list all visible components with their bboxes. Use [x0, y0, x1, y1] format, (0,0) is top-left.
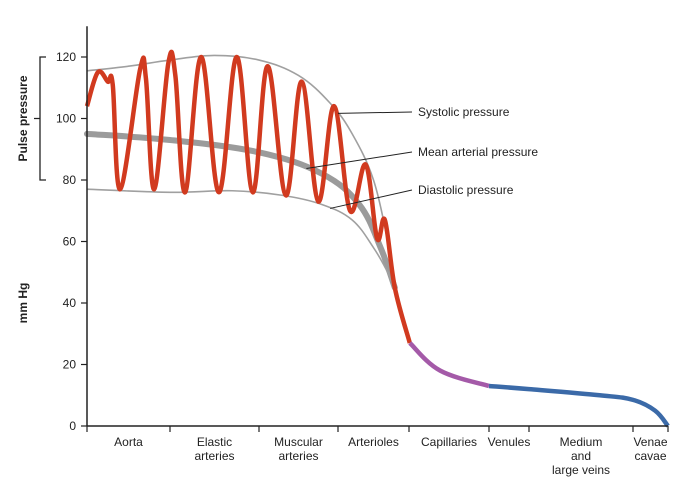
- y-tick-label: 20: [63, 358, 77, 372]
- x-category-label: Elastic arteries: [194, 435, 234, 463]
- y-tick-label: 60: [63, 235, 77, 249]
- annotation-mean: Mean arterial pressure: [418, 145, 538, 159]
- x-category-label: Venules: [488, 435, 531, 449]
- labels: mm Hg Pulse pressure Systolic pressure Mean…: [16, 56, 538, 324]
- diastolic-pressure-line: [86, 188, 396, 288]
- pulse-pressure-bracket: [34, 56, 46, 181]
- y-tick-label: 120: [56, 50, 76, 64]
- annotation-diastolic: Diastolic pressure: [418, 183, 514, 197]
- y-tick-label: 0: [69, 419, 76, 433]
- y-tick-label: 40: [63, 296, 77, 310]
- annotation-leader-line: [306, 151, 413, 169]
- x-category-label: Arterioles: [348, 435, 399, 449]
- venous-pressure-curve: [488, 383, 670, 428]
- capillary-pressure-curve: [408, 341, 490, 389]
- y-tick-label: 100: [56, 112, 76, 126]
- x-category-label: Aorta: [114, 435, 143, 449]
- pulse-pressure-label: Pulse pressure: [16, 75, 30, 161]
- axes: 0 20 40 60 80 100 120 Aorta Elastic arteries Muscu…: [56, 26, 669, 477]
- y-tick-label: 80: [63, 173, 77, 187]
- annotation-leader-line: [329, 189, 413, 209]
- x-category-label: Venae cavae: [633, 435, 667, 463]
- x-category-label: Muscular arteries: [274, 435, 323, 463]
- y-axis-label: mm Hg: [16, 283, 30, 324]
- x-category-label: Capillaries: [421, 435, 477, 449]
- curves: [84, 49, 670, 428]
- x-category-label: Medium and large veins: [552, 435, 610, 477]
- annotation-systolic: Systolic pressure: [418, 105, 510, 119]
- arterial-pressure-curve: [84, 49, 412, 344]
- annotation-leader-line: [337, 111, 413, 114]
